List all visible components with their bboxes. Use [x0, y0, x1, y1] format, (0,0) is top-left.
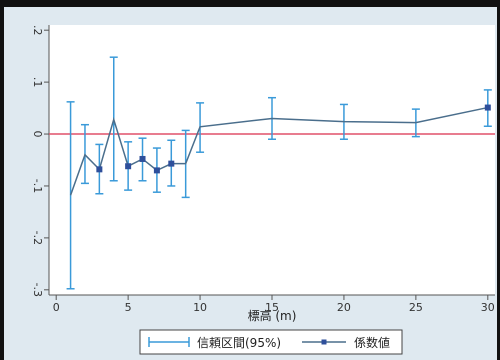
- coefficient-line: [69, 106, 488, 196]
- coefficient-point: [484, 104, 491, 111]
- coefficient-point: [125, 163, 132, 170]
- y-tick-label: -.1: [31, 179, 44, 193]
- plot-area: [49, 25, 495, 295]
- x-axis-ticks: 0 5 10 15 20 25 30: [53, 295, 495, 314]
- x-tick-label: 30: [481, 301, 495, 314]
- y-axis-ticks: -.3 -.2 -.1 0 .1 .2: [31, 25, 49, 297]
- legend-coef-label: 係数値: [354, 335, 390, 350]
- coefficient-point: [96, 166, 103, 173]
- y-tick-label: -.3: [31, 283, 44, 297]
- legend-coef-marker: [321, 339, 327, 345]
- x-tick-label: 10: [193, 301, 207, 314]
- coefficient-point: [153, 167, 160, 174]
- x-tick-label: 25: [409, 301, 423, 314]
- x-axis-title: 標高 (m): [248, 308, 297, 323]
- coefficient-markers: [96, 104, 491, 174]
- legend-ci-symbol: [148, 337, 190, 347]
- y-tick-label: .2: [31, 25, 44, 35]
- x-tick-label: 0: [53, 301, 60, 314]
- y-tick-label: .1: [31, 77, 44, 88]
- coefficient-point: [168, 160, 175, 167]
- legend-coef-symbol: [302, 339, 346, 345]
- legend: 信頼区間(95%) 係数値: [139, 329, 403, 355]
- y-tick-label: 0: [31, 131, 44, 138]
- y-tick-label: -.2: [31, 231, 44, 245]
- top-border: [0, 0, 500, 7]
- right-border: [497, 0, 500, 360]
- x-tick-label: 20: [337, 301, 351, 314]
- legend-ci-label: 信頼区間(95%): [197, 336, 281, 350]
- x-tick-label: 15: [265, 301, 279, 314]
- left-border: [0, 0, 4, 360]
- coefficient-point: [139, 155, 146, 162]
- x-tick-label: 5: [125, 301, 132, 314]
